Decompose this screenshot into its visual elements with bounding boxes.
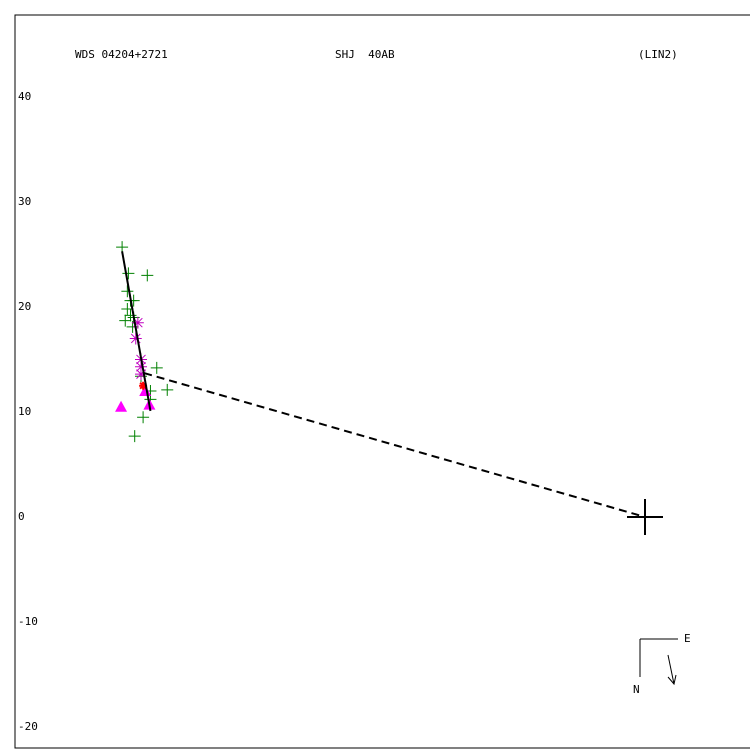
designation: SHJ 40AB xyxy=(335,48,395,61)
plus-point xyxy=(137,411,150,424)
star-point xyxy=(139,381,148,390)
y-tick-label: 40 xyxy=(18,90,31,103)
y-tick-label: 0 xyxy=(18,510,25,523)
plot-frame xyxy=(14,14,750,749)
plus-point xyxy=(150,361,163,374)
compass: E N xyxy=(633,632,691,696)
plus-point xyxy=(116,241,129,254)
plus-point xyxy=(121,285,134,298)
asterisk-point xyxy=(135,368,147,381)
y-tick-label: 10 xyxy=(18,405,31,418)
chart-title: WDS 04204+2721 xyxy=(75,48,168,61)
y-tick-label: -20 xyxy=(18,720,38,733)
asterisk-point xyxy=(129,332,142,345)
compass-arrow xyxy=(667,654,675,685)
compass-east-label: E xyxy=(684,632,691,645)
plus-point xyxy=(124,309,137,322)
asterisk-point xyxy=(131,316,144,329)
plus-point xyxy=(128,430,141,443)
plus-point xyxy=(119,314,132,327)
compass-arrow-head xyxy=(667,674,677,686)
plus-point xyxy=(161,383,174,396)
plus-point xyxy=(127,294,140,307)
plus-point xyxy=(122,267,135,280)
y-tick-label: -10 xyxy=(18,615,38,628)
compass-north-label: N xyxy=(633,683,640,696)
note: (LIN2) xyxy=(638,48,678,61)
triangle-point xyxy=(115,400,128,412)
orbit-line xyxy=(121,251,152,412)
y-tick-label: 20 xyxy=(18,300,31,313)
dashed-line xyxy=(143,372,646,518)
origin-cross xyxy=(627,498,663,535)
y-tick-label: 30 xyxy=(18,195,31,208)
plus-point xyxy=(141,269,154,282)
asterisk-point xyxy=(135,360,147,373)
